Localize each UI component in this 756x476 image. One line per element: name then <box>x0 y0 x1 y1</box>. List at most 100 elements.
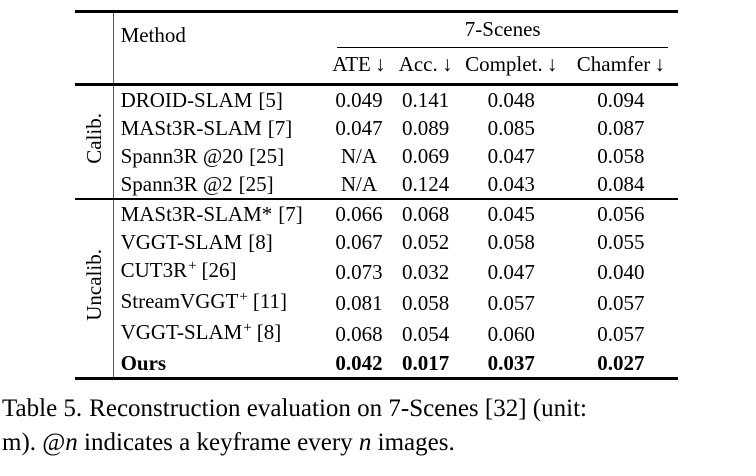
caption-table-number: Table 5. <box>2 395 83 422</box>
cell-chamfer: 0.057 <box>597 321 645 346</box>
cell-complet: 0.047 <box>487 259 535 284</box>
method-label: MASt3R-SLAM* <box>120 202 273 226</box>
cell-acc: 0.089 <box>401 116 450 140</box>
cell-chamfer: 0.058 <box>597 144 645 168</box>
method-label: Ours <box>120 351 167 375</box>
method-cell: Spann3R @20 [25] <box>112 142 326 170</box>
table-row-vggt-slam-plus: VGGT-SLAM+ [8] 0.068 0.054 0.060 0.057 <box>75 318 678 349</box>
caption-math-n: n <box>65 429 78 456</box>
metric-header-acc: Acc. ↓ <box>398 52 453 76</box>
caption-math-n: n <box>358 429 372 456</box>
method-label: StreamVGGT <box>120 289 239 313</box>
group-calibrated: Calib. DROID-SLAM [5] 0.049 0.141 0.048 0… <box>75 84 678 199</box>
table-row-ours: Ours 0.042 0.017 0.037 0.027 <box>75 349 678 379</box>
method-label: MASt3R-SLAM <box>120 116 262 140</box>
cell-chamfer: 0.040 <box>597 259 645 284</box>
table-header: Method 7-Scenes ATE ↓ Acc. ↓ Complet. ↓ … <box>75 11 678 85</box>
table-row-vggt-slam: VGGT-SLAM [8] 0.067 0.052 0.058 0.055 <box>75 228 678 256</box>
citation-ref: [7] <box>278 202 303 226</box>
method-label: Spann3R @2 <box>120 172 233 196</box>
cell-ate: 0.042 <box>335 351 383 375</box>
method-cell: StreamVGGT+ [11] <box>112 287 326 318</box>
method-superscript: + <box>243 320 252 336</box>
method-cell: MASt3R-SLAM [7] <box>112 114 326 142</box>
results-table: Method 7-Scenes ATE ↓ Acc. ↓ Complet. ↓ … <box>75 10 678 380</box>
cell-ate: 0.067 <box>335 230 383 254</box>
cell-ate: 0.066 <box>335 202 383 226</box>
cell-acc: 0.054 <box>401 321 450 346</box>
method-superscript: + <box>239 289 248 305</box>
cell-chamfer: 0.056 <box>597 202 645 226</box>
cell-complet: 0.058 <box>487 230 535 254</box>
method-label: Spann3R @20 <box>120 144 244 168</box>
cell-acc: 0.124 <box>401 172 450 196</box>
cell-chamfer: 0.084 <box>597 172 645 196</box>
method-superscript: + <box>188 258 197 274</box>
group-label-calib: Calib. <box>75 85 113 200</box>
cell-chamfer: 0.087 <box>597 116 645 140</box>
method-cell: Spann3R @2 [25] <box>112 170 326 199</box>
caption-text-line2-pre: m). @ <box>2 429 66 456</box>
table-row-droid-slam: Calib. DROID-SLAM [5] 0.049 0.141 0.048 0… <box>75 84 678 164</box>
cell-chamfer: 0.027 <box>597 351 645 375</box>
cell-complet: 0.047 <box>487 144 535 168</box>
cell-complet: 0.060 <box>487 321 535 346</box>
group-label-uncalib-text: Uncalib. <box>81 249 106 321</box>
citation-ref: [26] <box>201 258 237 282</box>
table-caption: Table 5. Reconstruction evaluation on 7-S… <box>2 392 754 460</box>
method-label: VGGT-SLAM <box>120 320 243 344</box>
citation-ref: [25] <box>249 144 285 168</box>
cell-ate: 0.068 <box>335 321 383 346</box>
cell-acc: 0.017 <box>401 351 450 375</box>
cell-acc: 0.068 <box>401 202 450 226</box>
cell-complet: 0.057 <box>487 290 535 315</box>
cell-acc: 0.058 <box>401 290 450 315</box>
method-cell: MASt3R-SLAM* [7] <box>112 199 326 228</box>
cell-ate: 0.049 <box>335 88 383 112</box>
caption-text-line2-mid: indicates a keyframe every <box>77 429 359 456</box>
table-row-mast3r-slam: MASt3R-SLAM [7] 0.047 0.089 0.085 0.087 <box>75 114 678 142</box>
group-label-calib-text: Calib. <box>81 113 106 164</box>
metric-header-ate: ATE ↓ <box>332 52 386 76</box>
results-table-container: Method 7-Scenes ATE ↓ Acc. ↓ Complet. ↓ … <box>75 10 678 380</box>
method-cell: DROID-SLAM [5] <box>112 84 326 114</box>
citation-ref: [11] <box>252 289 288 313</box>
cell-ate: 0.073 <box>335 259 383 284</box>
cell-ate: 0.081 <box>335 290 383 315</box>
cell-acc: 0.032 <box>401 259 450 284</box>
cell-complet: 0.037 <box>487 351 535 375</box>
method-cell: VGGT-SLAM+ [8] <box>112 318 326 349</box>
cell-chamfer: 0.094 <box>597 88 645 112</box>
caption-text-line1: Reconstruction evaluation on 7-Scenes [3… <box>89 395 587 422</box>
method-cell: VGGT-SLAM [8] <box>112 228 326 256</box>
method-cell: Ours <box>112 349 326 379</box>
cell-complet: 0.048 <box>487 88 535 112</box>
header-row-metrics: ATE ↓ Acc. ↓ Complet. ↓ Chamfer ↓ <box>75 48 678 85</box>
group-label-uncalib: Uncalib. <box>75 199 113 379</box>
citation-ref: [7] <box>267 116 293 140</box>
citation-ref: [5] <box>258 88 283 112</box>
cell-complet: 0.043 <box>487 172 535 196</box>
cell-chamfer: 0.057 <box>597 290 645 315</box>
citation-ref: [8] <box>248 230 273 254</box>
group-uncalibrated: Uncalib. MASt3R-SLAM* [7] 0.066 0.068 0.0… <box>75 199 678 379</box>
dataset-header-label: 7-Scenes <box>337 17 668 48</box>
citation-ref: [8] <box>256 320 282 344</box>
cell-ate: 0.047 <box>335 116 383 140</box>
cell-acc: 0.141 <box>401 88 450 112</box>
metric-header-chamfer: Chamfer ↓ <box>576 52 665 76</box>
cell-ate: N/A <box>340 172 378 196</box>
metric-header-complet: Complet. ↓ <box>465 52 558 76</box>
cell-complet: 0.045 <box>487 202 535 226</box>
table-row-streamvggt: StreamVGGT+ [11] 0.081 0.058 0.057 0.057 <box>75 287 678 318</box>
cell-ate: N/A <box>340 144 378 168</box>
cell-acc: 0.069 <box>401 144 450 168</box>
header-row-dataset: Method 7-Scenes <box>75 11 678 85</box>
method-label: CUT3R <box>120 258 188 282</box>
table-row-spann3r-2: Spann3R @2 [25] N/A 0.124 0.043 0.084 <box>75 170 678 199</box>
table-row-cut3r: CUT3R+ [26] 0.073 0.032 0.047 0.040 <box>75 256 678 287</box>
method-label: DROID-SLAM <box>120 88 253 112</box>
caption-text-line2-post: images. <box>371 429 455 456</box>
dataset-header-cell: 7-Scenes <box>325 12 678 48</box>
table-row-spann3r-20: Spann3R @20 [25] N/A 0.069 0.047 0.058 <box>75 142 678 170</box>
